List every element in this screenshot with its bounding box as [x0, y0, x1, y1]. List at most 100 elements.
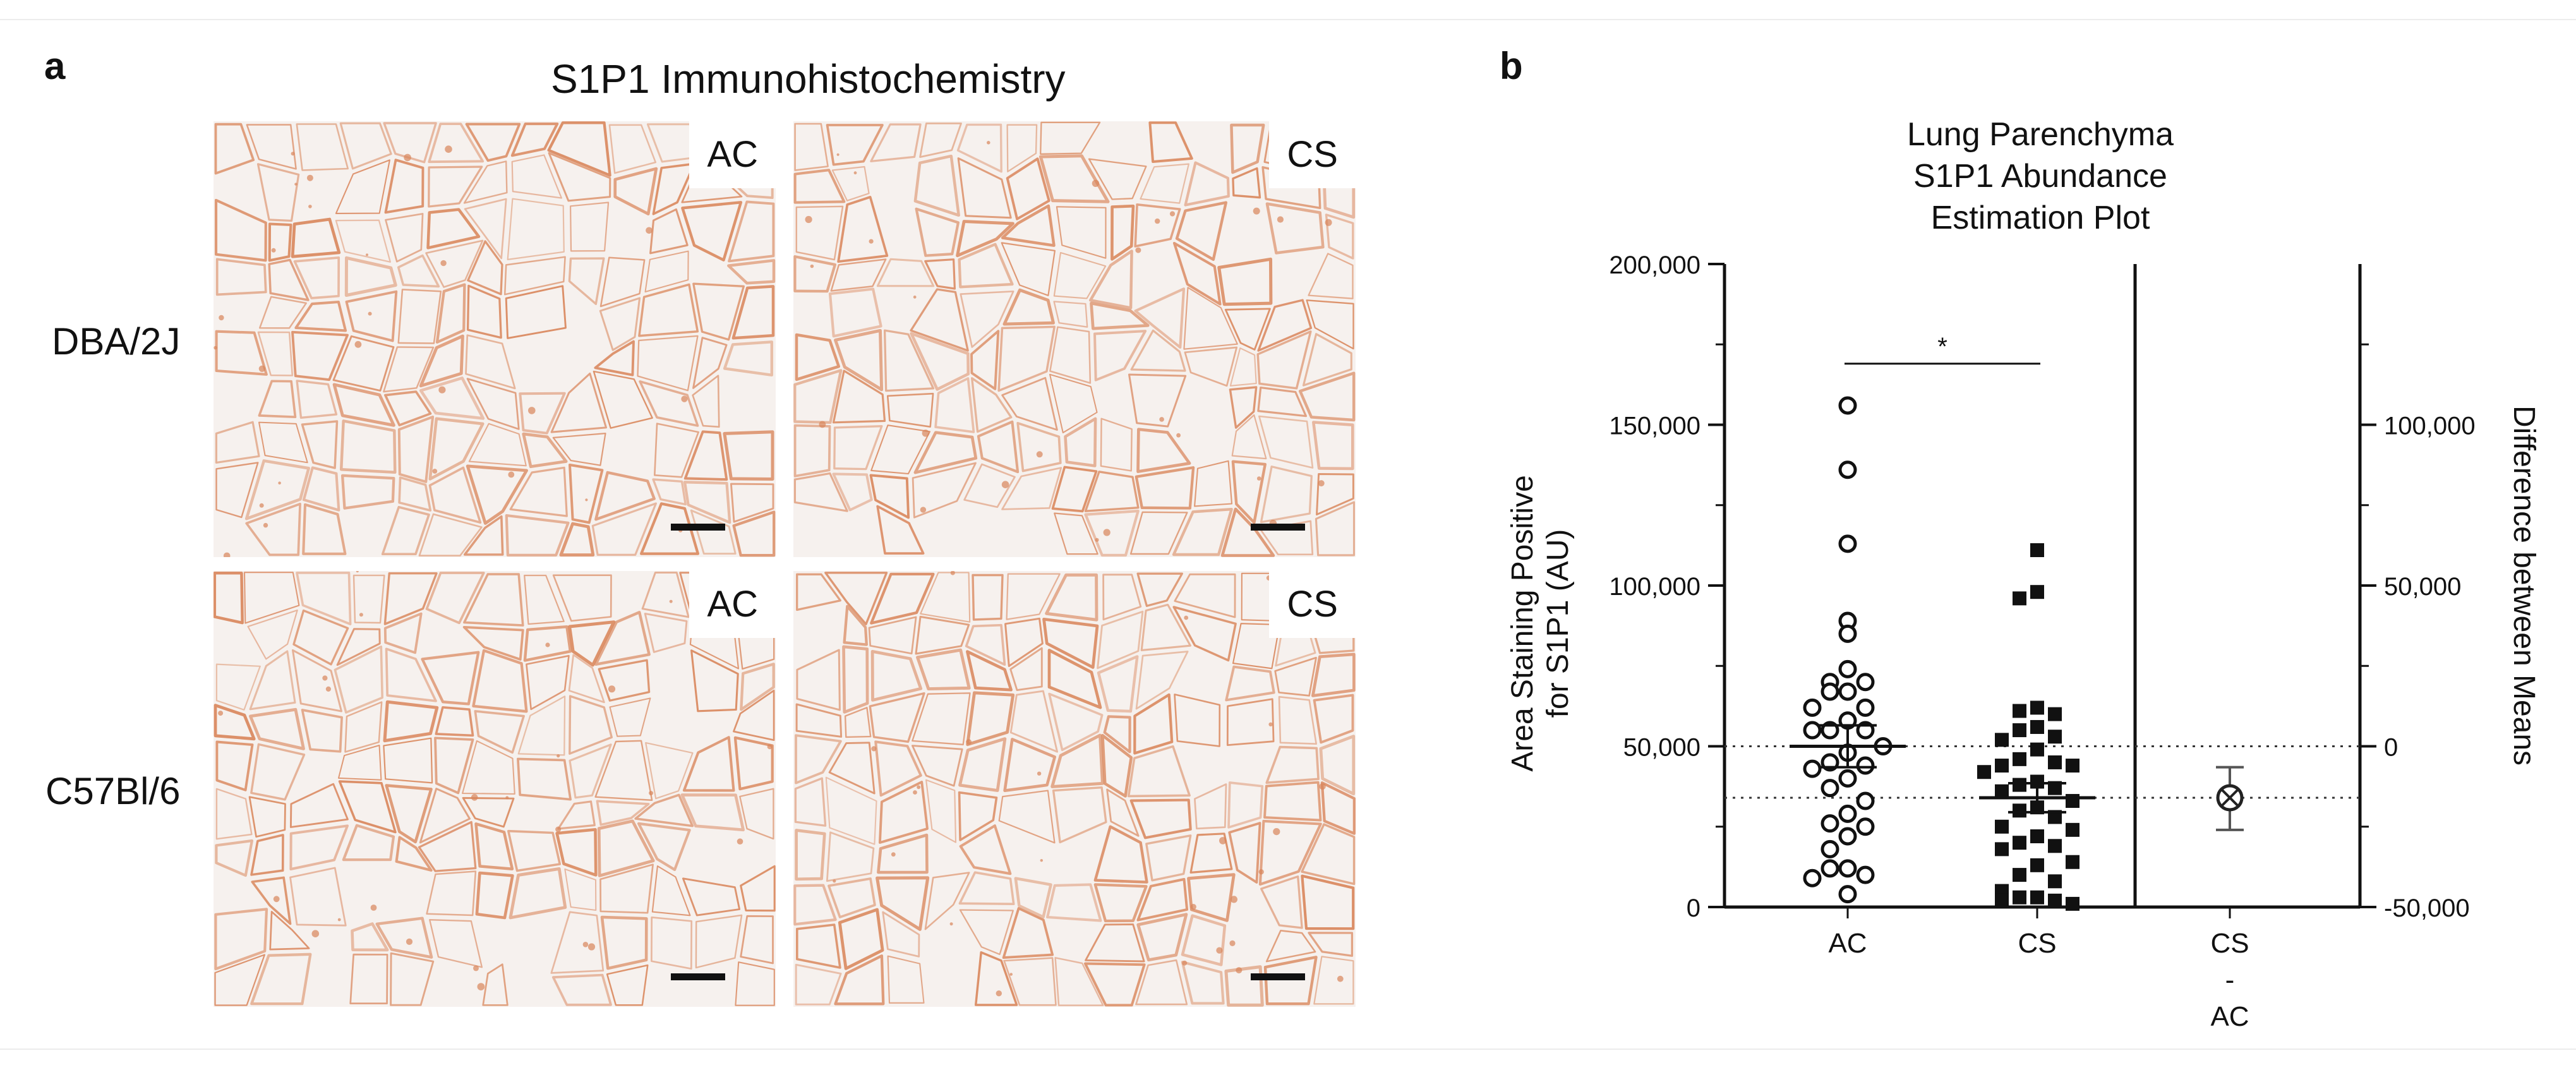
- alveolus: [511, 154, 563, 199]
- alveolus: [1258, 415, 1314, 469]
- alveolus: [977, 420, 1020, 474]
- alveolus: [397, 416, 435, 483]
- alveolus: [1127, 745, 1191, 798]
- scale-bar: [1251, 524, 1305, 531]
- alveolus: [870, 572, 935, 625]
- alveolus: [249, 650, 296, 711]
- ac-data-point: [1838, 859, 1857, 878]
- alveolus: [334, 646, 384, 714]
- stain-speck: [1037, 771, 1042, 776]
- stain-speck: [833, 879, 836, 883]
- alveolus: [250, 953, 312, 1006]
- alveolus: [1048, 692, 1104, 752]
- alveolus: [289, 867, 347, 927]
- significance-star: *: [1937, 333, 1947, 361]
- alveolus: [796, 923, 841, 969]
- alveolus: [1049, 326, 1092, 384]
- alveolus: [795, 963, 842, 1006]
- alveolus: [740, 865, 776, 912]
- alveolus: [1045, 573, 1098, 622]
- alveolus: [1258, 819, 1322, 886]
- alveolus: [793, 884, 837, 926]
- stain-speck: [966, 739, 972, 745]
- stain-speck: [1273, 828, 1280, 836]
- alveolus: [1140, 163, 1190, 204]
- ac-data-point: [1838, 885, 1857, 904]
- stain-speck: [438, 386, 446, 394]
- ac-data-point: [1838, 827, 1857, 846]
- alveolus: [834, 954, 885, 1006]
- alveolus: [519, 392, 566, 435]
- alveolus: [826, 124, 884, 166]
- alveolus: [795, 734, 842, 784]
- alveolus: [1260, 875, 1303, 929]
- alveolus: [1084, 962, 1146, 1007]
- alveolus: [1088, 158, 1147, 200]
- alveolus: [971, 377, 1013, 433]
- alveolus: [503, 256, 566, 296]
- stain-speck: [528, 407, 536, 414]
- alveolus: [339, 122, 392, 170]
- alveolus: [652, 478, 687, 506]
- cs-data-point: [1995, 759, 2009, 773]
- stain-speck: [1219, 837, 1227, 845]
- alveolus: [569, 464, 604, 524]
- alveolus: [522, 432, 568, 469]
- alveolus: [793, 424, 831, 478]
- stain-speck: [913, 790, 917, 795]
- alveolus: [428, 466, 482, 524]
- alveolus: [1090, 301, 1150, 330]
- alveolus: [1311, 421, 1354, 471]
- stain-speck: [608, 685, 616, 693]
- alveolus: [924, 258, 956, 290]
- panel-tag: AC: [689, 571, 776, 638]
- alveolus: [435, 283, 466, 344]
- alveolus: [332, 335, 395, 392]
- alveolus: [883, 329, 935, 392]
- alveolus: [1001, 204, 1056, 247]
- alveolus: [301, 709, 343, 753]
- alveolus: [467, 240, 503, 296]
- ac-data-point: [1838, 682, 1857, 701]
- alveolus: [1016, 422, 1062, 472]
- alveolus: [339, 419, 397, 474]
- y-tick-label: 200,000: [1609, 251, 1700, 279]
- stain-speck: [950, 571, 955, 575]
- alveolus: [551, 973, 612, 1006]
- alveolus: [870, 650, 923, 702]
- alveolus: [383, 122, 437, 164]
- alveolus: [1265, 202, 1325, 255]
- alveolus: [248, 796, 286, 838]
- x-category-label: -: [2225, 965, 2235, 995]
- alveolus: [383, 612, 423, 654]
- stain-speck: [582, 942, 589, 947]
- cs-data-point: [2013, 868, 2026, 882]
- cs-data-point: [1995, 784, 2009, 798]
- cs-data-point: [2013, 704, 2026, 718]
- alveolus: [524, 574, 565, 625]
- alveolus: [465, 334, 516, 390]
- alveolus: [613, 167, 658, 216]
- alveolus: [291, 217, 341, 258]
- alveolus: [250, 834, 284, 876]
- y-axis-label: Area Staining Positivefor S1P1 (AU): [1506, 475, 1575, 772]
- alveolus: [1097, 655, 1139, 713]
- alveolus: [1174, 694, 1221, 747]
- y-tick-label: 150,000: [1609, 412, 1700, 440]
- alveolus: [1050, 733, 1104, 788]
- chart-title-line: S1P1 Abundance: [1913, 158, 2167, 195]
- alveolus: [915, 207, 960, 257]
- alveolus: [462, 626, 524, 661]
- stain-speck: [917, 785, 921, 790]
- scale-bar: [671, 973, 725, 980]
- alveolus: [838, 908, 884, 970]
- alveolus: [1229, 386, 1258, 429]
- stain-speck: [810, 264, 814, 268]
- alveolus: [1134, 287, 1186, 349]
- alveolus: [1003, 957, 1057, 1006]
- alveolus: [1172, 606, 1237, 662]
- cs-data-point: [2048, 781, 2062, 795]
- alveolus: [1054, 512, 1098, 555]
- ac-data-point: [1803, 698, 1822, 717]
- alveolus: [1093, 825, 1148, 884]
